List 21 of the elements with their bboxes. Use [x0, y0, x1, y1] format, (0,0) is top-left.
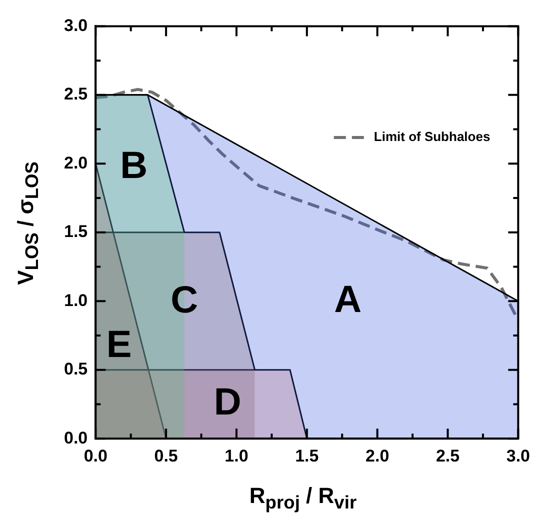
y-tick-label: 3.0	[64, 16, 88, 35]
series-label: B	[120, 145, 148, 188]
y-tick-label: 2.0	[64, 153, 88, 172]
x-tick-label: 3.0	[506, 446, 530, 466]
series-label: C	[170, 280, 198, 322]
y-tick-label: 2.5	[64, 84, 88, 104]
series-label: A	[334, 279, 362, 322]
x-tick-label: 2.0	[366, 446, 390, 466]
y-tick-label: 1.0	[64, 290, 88, 310]
series-label: D	[214, 382, 242, 424]
x-tick-label: 0.0	[84, 446, 108, 466]
y-tick-label: 0.0	[64, 428, 88, 448]
y-tick-label: 1.5	[64, 222, 88, 242]
series-label: E	[106, 324, 132, 366]
x-tick-label: 1.5	[295, 446, 319, 466]
legend-label: Limit of Subhaloes	[374, 129, 490, 144]
x-tick-label: 0.5	[154, 446, 178, 466]
x-tick-label: 1.0	[224, 446, 248, 466]
y-tick-label: 0.5	[64, 360, 88, 379]
x-tick-label: 2.5	[436, 446, 460, 466]
x-axis-title: R$_{proj}$ / R$_{vir}$	[248, 482, 358, 513]
